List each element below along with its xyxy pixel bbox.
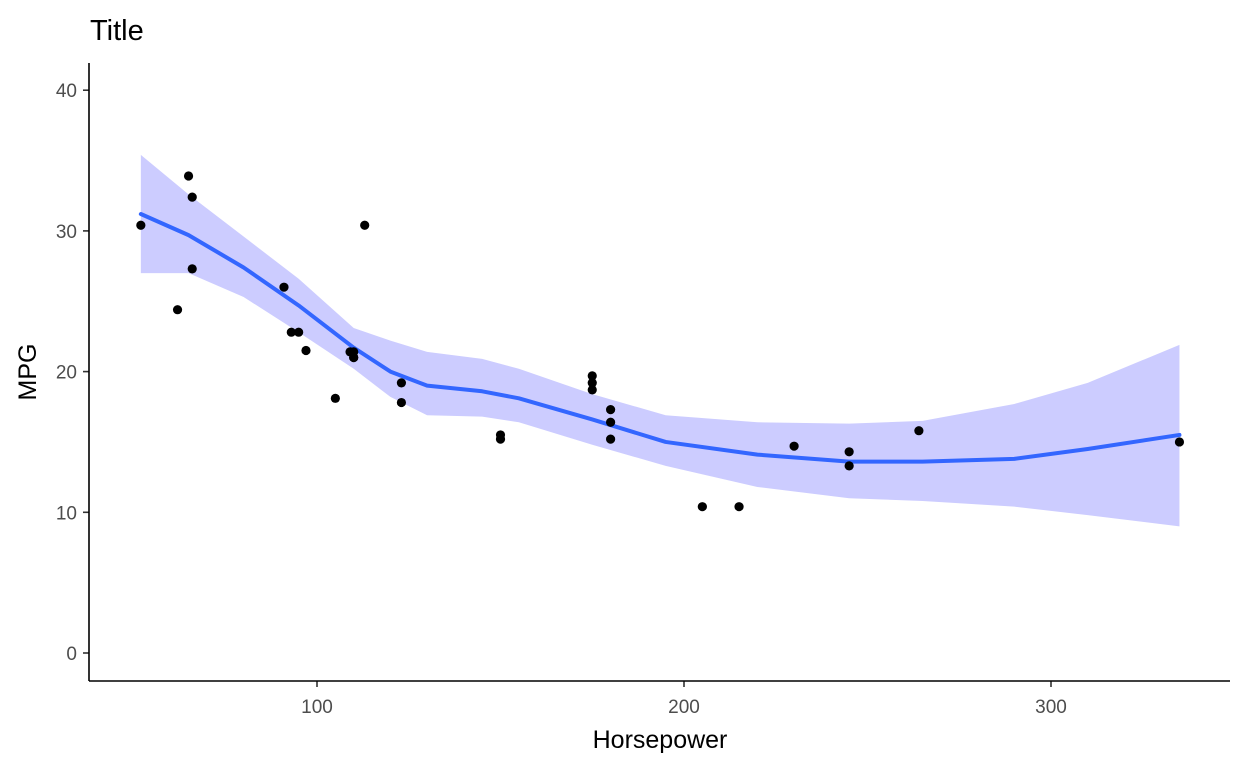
data-point — [697, 502, 707, 512]
data-point — [396, 397, 407, 408]
smooth-line — [138, 212, 1182, 464]
x-tick-labels: 100 200 300 — [301, 681, 1067, 718]
x-tick-label: 100 — [301, 697, 333, 718]
data-point — [495, 434, 506, 444]
data-point — [606, 434, 616, 444]
y-tick-label: 20 — [56, 363, 77, 384]
y-tick-label: 40 — [56, 81, 77, 102]
y-axis-title: MPG — [14, 344, 42, 401]
data-point — [360, 220, 370, 230]
data-point — [136, 220, 146, 230]
data-point — [844, 447, 854, 457]
data-point — [345, 347, 355, 357]
data-point — [1174, 437, 1185, 447]
x-axis-title: Horsepower — [593, 726, 728, 754]
chart-title: Title — [90, 15, 144, 47]
data-point — [301, 345, 311, 356]
data-point — [587, 371, 597, 381]
x-tick-label: 300 — [1035, 697, 1067, 718]
data-point — [330, 393, 340, 403]
data-point — [279, 282, 289, 292]
x-tick-label: 200 — [668, 697, 700, 718]
confidence-ribbon — [140, 154, 1180, 527]
data-point — [606, 417, 616, 427]
y-tick-label: 10 — [56, 503, 77, 524]
y-tick-label: 30 — [56, 222, 77, 243]
data-point — [587, 378, 597, 388]
points-layer — [136, 171, 1185, 512]
y-tick-labels: 0 10 20 30 40 — [56, 81, 89, 665]
y-tick-label: 0 — [66, 644, 77, 665]
ribbon-layer — [140, 154, 1180, 527]
data-point — [914, 426, 924, 436]
data-point — [606, 404, 616, 415]
data-point — [587, 385, 597, 395]
data-point — [172, 305, 183, 315]
data-point — [286, 327, 296, 337]
smooth-layer — [138, 212, 1182, 464]
data-point — [294, 327, 304, 337]
data-point — [844, 461, 854, 471]
data-point — [187, 192, 197, 202]
data-point — [396, 378, 407, 388]
data-point — [187, 264, 197, 274]
data-point — [789, 441, 799, 451]
data-point — [183, 171, 194, 181]
data-point — [734, 502, 744, 512]
